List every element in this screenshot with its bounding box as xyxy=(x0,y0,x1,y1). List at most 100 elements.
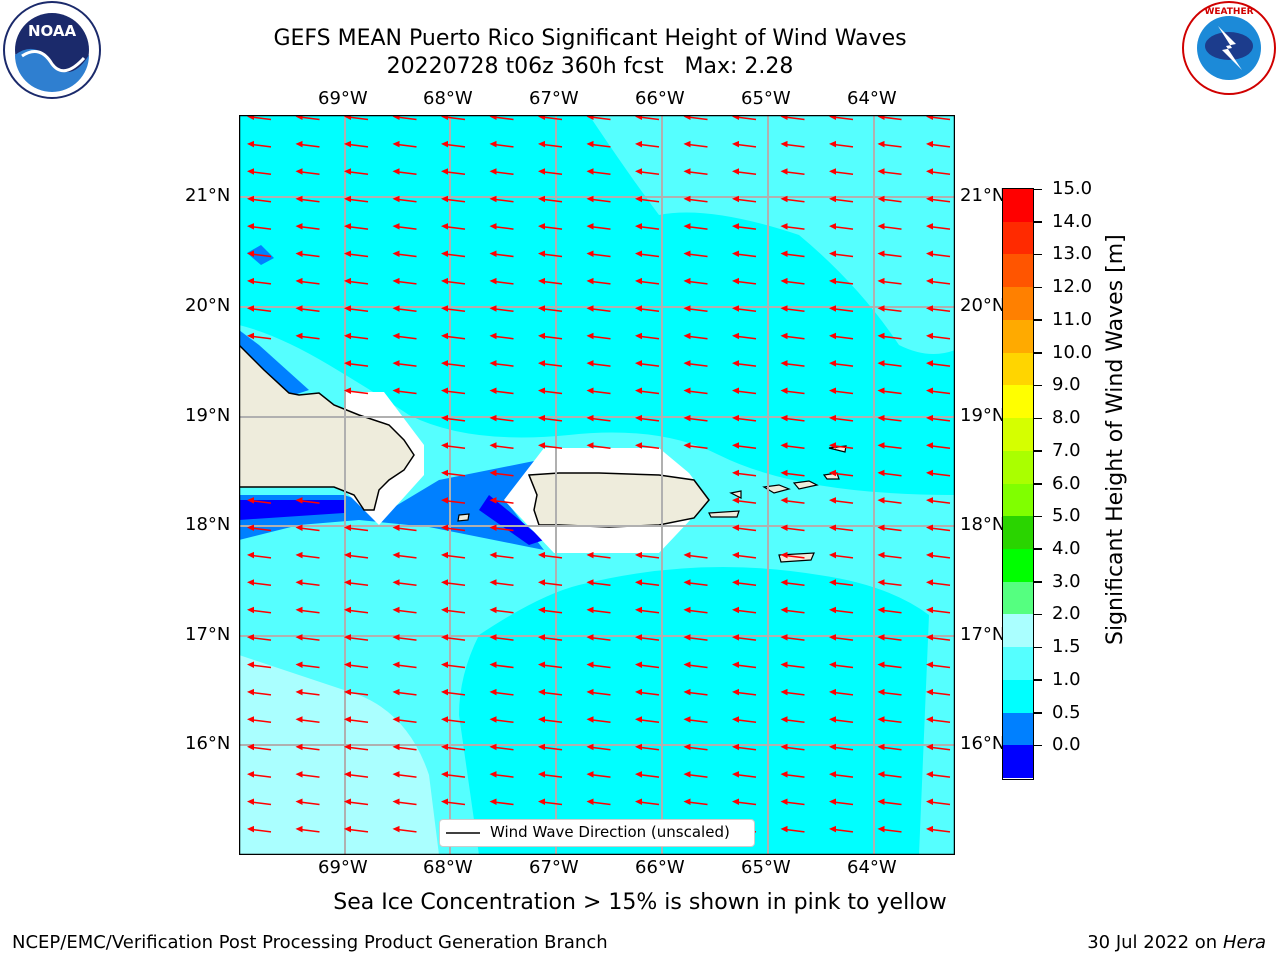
wind-arrow xyxy=(683,579,708,587)
wind-arrow xyxy=(489,332,514,340)
lon-label-top: 66°W xyxy=(635,88,685,109)
wind-arrow xyxy=(586,414,611,422)
wind-arrow xyxy=(344,250,369,258)
sea-ice-note: Sea Ice Concentration > 15% is shown in … xyxy=(333,890,947,915)
wind-arrow xyxy=(926,442,951,450)
colorbar-segment xyxy=(1003,548,1033,583)
wind-arrow xyxy=(344,360,369,367)
wind-arrow xyxy=(732,140,757,148)
wind-arrow xyxy=(683,387,708,395)
wind-arrow xyxy=(295,277,320,285)
colorbar-tick-label: 14.0 xyxy=(1052,210,1093,232)
wind-arrow xyxy=(635,606,660,614)
footer-host: Hera xyxy=(1222,932,1266,953)
colorbar-segment xyxy=(1003,254,1033,288)
lat-label-left: 18°N xyxy=(185,514,231,535)
wind-arrow xyxy=(780,250,805,258)
wind-arrow xyxy=(780,524,805,532)
colorbar-segment xyxy=(1003,679,1033,714)
wind-arrow xyxy=(344,743,369,751)
wind-arrow xyxy=(926,497,951,504)
wind-arrow xyxy=(926,606,951,614)
wind-arrow xyxy=(780,223,805,230)
colorbar-segment xyxy=(1003,483,1033,517)
wind-arrow xyxy=(586,551,611,559)
wind-arrow xyxy=(538,716,563,724)
colorbar-tick-label: 1.0 xyxy=(1052,668,1081,690)
map-panel xyxy=(239,115,955,855)
wind-arrow xyxy=(538,332,563,340)
wind-arrow xyxy=(877,140,902,148)
lat-label-right: 18°N xyxy=(960,514,1006,535)
wave-region-lowest-mona xyxy=(479,495,544,545)
wind-arrow xyxy=(586,579,611,587)
wind-arrow xyxy=(635,387,660,395)
wind-arrow xyxy=(586,442,611,450)
wind-arrow xyxy=(295,579,320,587)
wind-arrow xyxy=(441,661,466,669)
colorbar-segment xyxy=(1003,319,1033,354)
wind-arrow xyxy=(926,716,951,724)
wind-arrow xyxy=(926,305,951,313)
wind-arrow xyxy=(392,743,417,751)
footer-date-text: 30 Jul 2022 on xyxy=(1087,932,1223,953)
wind-arrow xyxy=(489,688,514,696)
legend-label: Wind Wave Direction (unscaled) xyxy=(490,823,730,841)
wind-arrow xyxy=(877,825,902,833)
wind-arrow xyxy=(829,771,854,778)
wind-arrow xyxy=(586,743,611,751)
wind-arrow xyxy=(926,414,951,422)
wind-arrow xyxy=(635,743,660,751)
colorbar-tick-label: 2.0 xyxy=(1052,603,1081,625)
wind-arrow xyxy=(295,634,320,641)
wind-arrow xyxy=(586,688,611,696)
wind-arrow xyxy=(829,168,854,176)
wind-arrow xyxy=(732,716,757,724)
wind-arrow xyxy=(538,360,563,367)
wind-arrow xyxy=(780,360,805,367)
lon-label-bottom: 67°W xyxy=(529,857,579,878)
colorbar-tick-mark xyxy=(1034,188,1042,190)
wind-arrow xyxy=(489,497,514,504)
wind-arrow xyxy=(586,195,611,203)
lon-label-top: 64°W xyxy=(847,88,897,109)
wind-arrow xyxy=(829,360,854,367)
wind-arrow xyxy=(780,771,805,778)
wind-arrow xyxy=(538,606,563,614)
wind-arrow xyxy=(247,168,272,176)
wind-arrow xyxy=(683,661,708,669)
wind-arrow xyxy=(441,688,466,696)
wind-arrow xyxy=(586,168,611,176)
wind-arrow xyxy=(635,195,660,203)
wind-arrow xyxy=(877,743,902,751)
wind-arrow xyxy=(732,524,757,532)
wind-arrow xyxy=(392,277,417,285)
wind-arrow xyxy=(247,140,272,148)
wind-arrow xyxy=(489,469,514,477)
wind-arrow xyxy=(441,469,466,477)
wind-arrow xyxy=(441,168,466,176)
colorbar-segment xyxy=(1003,581,1033,615)
wind-arrow xyxy=(392,716,417,724)
wind-arrow xyxy=(586,606,611,614)
wind-arrow xyxy=(829,250,854,258)
wind-arrow xyxy=(877,798,902,806)
wind-arrow xyxy=(441,524,466,532)
colorbar-segment xyxy=(1003,189,1033,223)
colorbar-tick-label: 4.0 xyxy=(1052,537,1081,559)
wind-arrow xyxy=(732,469,757,477)
lat-label-right: 17°N xyxy=(960,624,1006,645)
wind-arrow xyxy=(247,606,272,614)
colorbar-tick-mark xyxy=(1034,352,1042,354)
lat-label-right: 19°N xyxy=(960,405,1006,426)
wind-arrow xyxy=(829,551,854,559)
wind-arrow xyxy=(392,332,417,340)
wind-arrow xyxy=(683,277,708,285)
wave-region-low-nw xyxy=(239,330,309,400)
wind-arrow xyxy=(344,140,369,148)
wind-arrow xyxy=(344,223,369,230)
wind-arrow xyxy=(295,661,320,669)
wind-arrow xyxy=(877,277,902,285)
wind-arrow xyxy=(635,332,660,340)
wind-arrow xyxy=(732,277,757,285)
